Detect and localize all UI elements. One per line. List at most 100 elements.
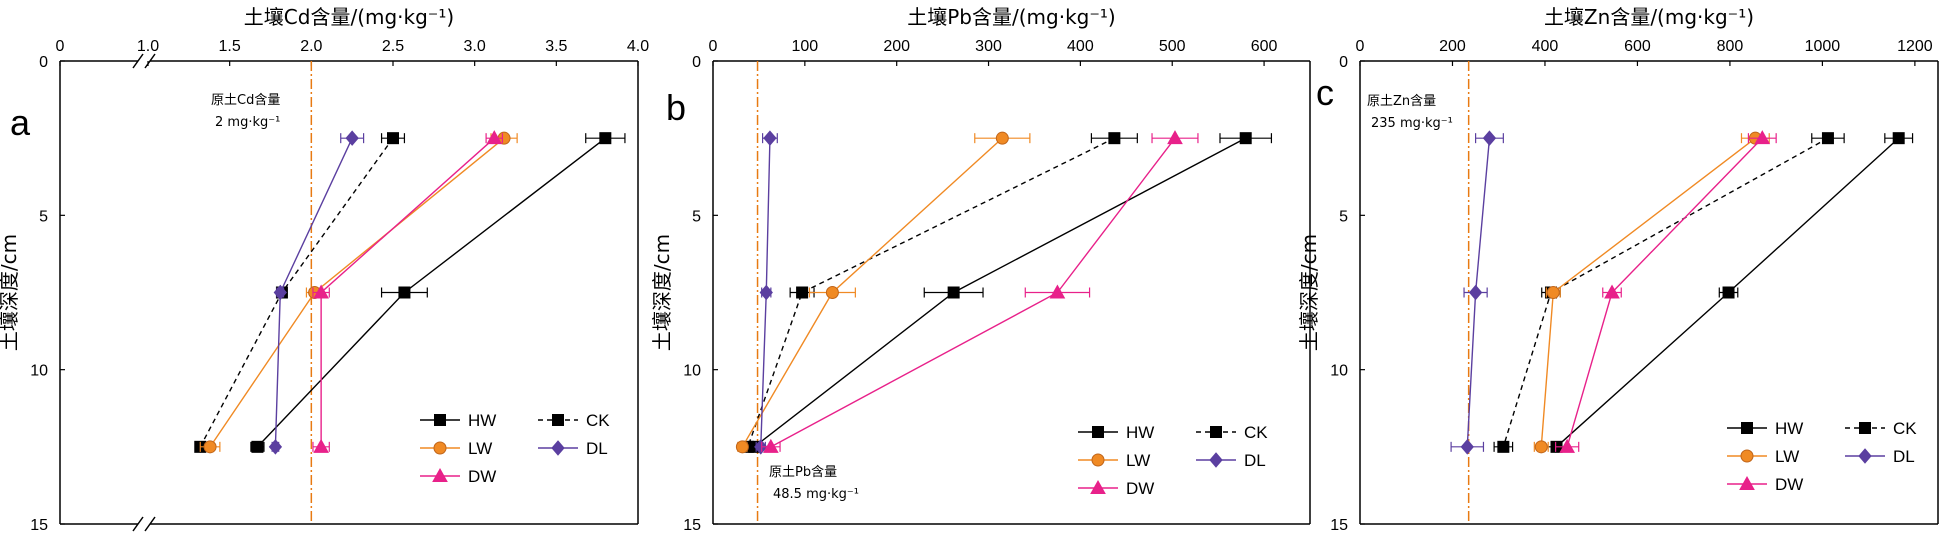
data-point-diamond — [551, 440, 565, 456]
legend-label: CK — [1893, 419, 1917, 438]
axis-break-mark — [144, 516, 156, 532]
x-tick-label: 300 — [975, 38, 1002, 55]
x-tick-label: 1200 — [1897, 38, 1933, 55]
y-tick-label: 0 — [1339, 54, 1348, 71]
y-tick-label: 10 — [1330, 363, 1348, 380]
legend: HW CK LW DL DW — [1727, 419, 1917, 494]
panel-letter: c — [1316, 72, 1334, 113]
legend-label: DW — [1775, 475, 1803, 494]
legend-label: DL — [1244, 451, 1266, 470]
series-LW — [1533, 131, 1770, 454]
series-line — [199, 137, 394, 448]
legend-label: LW — [468, 439, 492, 458]
x-tick-label: 400 — [1067, 38, 1094, 55]
x-tick-label: 2.5 — [382, 38, 404, 55]
data-point-diamond — [1468, 284, 1483, 301]
x-tick-label: 3.5 — [545, 38, 567, 55]
data-point-square — [947, 286, 960, 299]
y-tick-label: 5 — [39, 208, 48, 225]
y-tick-label: 5 — [1339, 208, 1348, 225]
y-tick-label: 15 — [1330, 517, 1348, 534]
data-point-square — [1108, 132, 1121, 145]
legend-label: DW — [1126, 479, 1154, 498]
y-axis-title: 土壤深度/cm — [0, 234, 21, 351]
legend-label: LW — [1126, 451, 1150, 470]
data-point-square — [1722, 286, 1735, 299]
data-point-circle — [203, 440, 217, 454]
chart-panel-b: 0 100 200 300 400 500 600 0 5 10 15 土壤Pb含量/(mg·kg⁻¹… — [650, 5, 1311, 534]
data-point-triangle — [763, 438, 779, 453]
series-DW — [312, 130, 504, 453]
x-tick-label: 200 — [1439, 38, 1466, 55]
legend-label: LW — [1775, 447, 1799, 466]
data-point-square — [599, 132, 612, 145]
x-axis-title: 土壤Zn含量/(mg·kg⁻¹) — [1544, 5, 1754, 29]
panel-letter: a — [10, 102, 31, 143]
x-tick-label: 3.0 — [464, 38, 486, 55]
y-tick-label: 10 — [683, 363, 701, 380]
data-point-circle — [995, 131, 1009, 145]
x-tick-label: 800 — [1717, 38, 1744, 55]
x-tick-label: 600 — [1624, 38, 1651, 55]
data-point-square — [434, 414, 446, 426]
data-point-square — [398, 286, 411, 299]
y-tick-label: 10 — [30, 363, 48, 380]
data-point-circle — [1546, 286, 1560, 299]
legend-label: CK — [586, 411, 610, 430]
axis-break-mark — [132, 53, 144, 69]
x-tick-label: 1.0 — [137, 38, 159, 55]
y-axis-title: 土壤深度/cm — [1297, 234, 1321, 351]
series-LW — [199, 131, 518, 454]
data-point-diamond — [1858, 448, 1872, 464]
data-point-triangle — [313, 438, 329, 453]
reference-value: 48.5 mg·kg⁻¹ — [773, 487, 859, 502]
data-point-triangle — [1739, 475, 1755, 490]
data-point-triangle — [1167, 130, 1183, 145]
x-tick-label: 100 — [791, 38, 818, 55]
x-tick-label: 0 — [56, 38, 65, 55]
x-tick-label: 0 — [1356, 38, 1365, 55]
data-point-square — [1741, 422, 1753, 434]
x-tick-label: 4.0 — [627, 38, 649, 55]
data-point-triangle — [1090, 479, 1106, 494]
data-point-square — [1497, 440, 1510, 453]
chart-panel-c: 0 200 400 600 800 1000 1200 0 5 10 15 土壤Zn含量/(mg·kg… — [1297, 5, 1939, 534]
x-tick-label: 2.0 — [300, 38, 322, 55]
data-point-square — [1821, 132, 1834, 145]
data-point-circle — [1740, 449, 1754, 463]
data-point-triangle — [313, 284, 329, 299]
y-axis-title: 土壤深度/cm — [650, 234, 674, 351]
data-point-circle — [825, 286, 839, 299]
data-point-circle — [735, 440, 749, 454]
axis-break-mark — [132, 516, 144, 532]
x-tick-label: 600 — [1251, 38, 1278, 55]
y-tick-label: 15 — [683, 517, 701, 534]
data-point-diamond — [273, 284, 287, 301]
data-point-circle — [1091, 453, 1105, 467]
data-point-square — [1859, 422, 1871, 434]
reference-value: 235 mg·kg⁻¹ — [1371, 116, 1453, 131]
axis-break-mark — [144, 53, 156, 69]
data-point-square — [1092, 426, 1104, 438]
series-DL — [754, 130, 778, 455]
data-point-circle — [433, 441, 447, 455]
x-axis-title: 土壤Cd含量/(mg·kg⁻¹) — [244, 5, 454, 29]
data-point-circle — [1534, 440, 1548, 454]
y-tick-label: 0 — [692, 54, 701, 71]
series-DW — [1554, 130, 1777, 453]
legend-label: HW — [468, 411, 496, 430]
series-line — [209, 137, 505, 448]
series-DL — [268, 130, 365, 455]
data-point-square — [1892, 132, 1905, 145]
data-point-diamond — [345, 130, 359, 146]
reference-label: 原土Cd含量 — [211, 92, 280, 108]
reference-label: 原土Pb含量 — [769, 464, 837, 480]
data-point-triangle — [432, 467, 448, 482]
legend-label: HW — [1126, 423, 1154, 442]
data-point-diamond — [1209, 452, 1223, 468]
data-point-triangle — [1604, 284, 1620, 299]
legend: HW CK LW DL DW — [1078, 423, 1268, 498]
legend-label: DW — [468, 467, 496, 486]
series-DW — [761, 130, 1199, 453]
reference-label: 原土Zn含量 — [1367, 93, 1436, 109]
